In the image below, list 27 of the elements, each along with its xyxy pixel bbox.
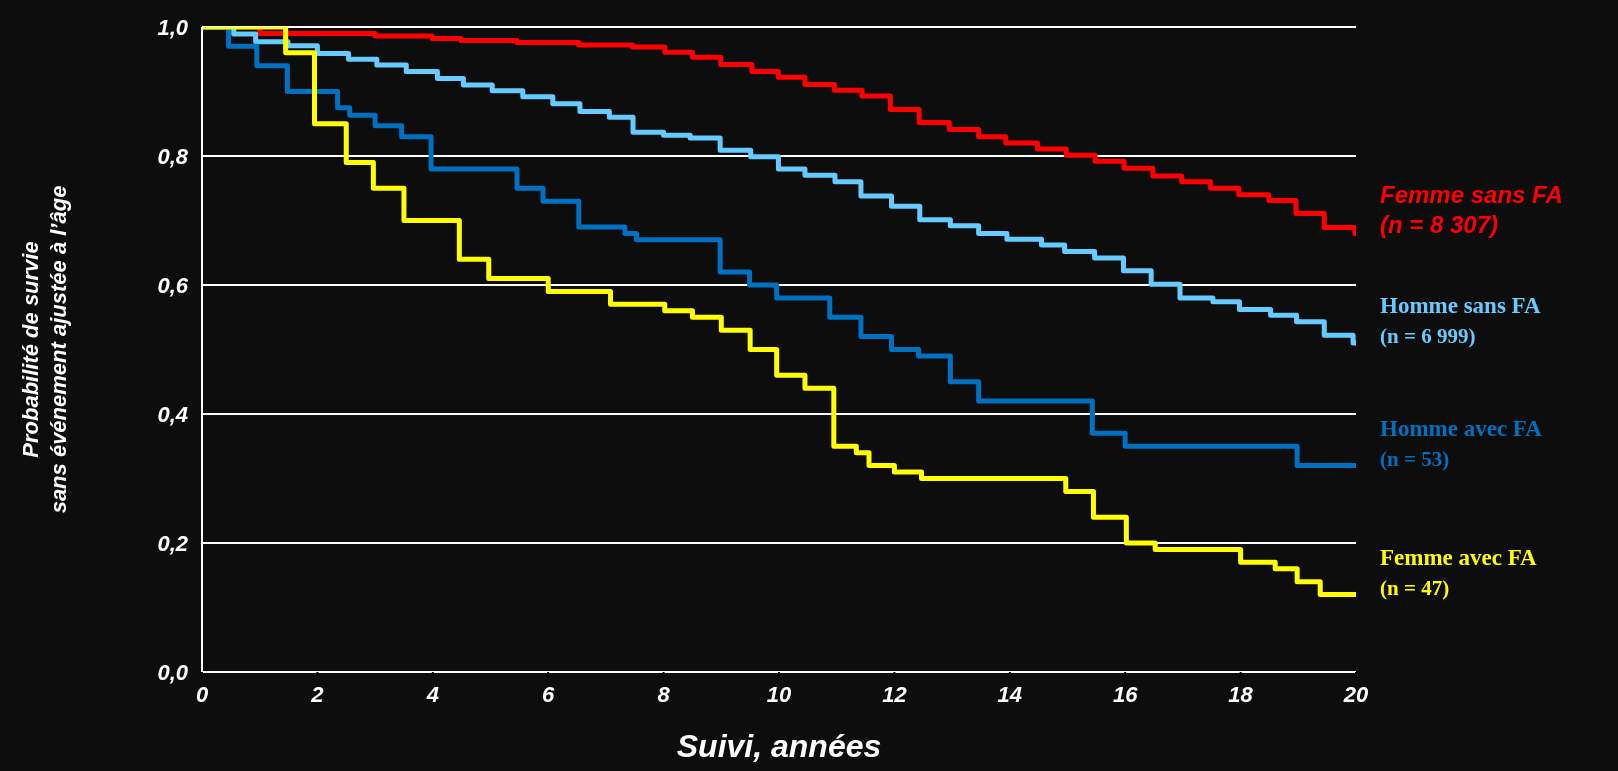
- text: (n = 6 999): [1380, 324, 1476, 349]
- series-label: Homme sans FA: [1380, 293, 1541, 319]
- text: (n = 47): [1380, 575, 1450, 600]
- series-label: Femme sans FA: [1380, 181, 1563, 209]
- y-tick-label: 0,2: [157, 530, 189, 556]
- x-tick-label: 16: [1112, 682, 1139, 707]
- series-label: Femme avec FA: [1380, 544, 1538, 570]
- x-tick-label: 14: [997, 682, 1023, 707]
- x-tick-label: 8: [657, 682, 671, 707]
- x-tick-label: 0: [195, 682, 209, 707]
- x-tick-label: 10: [766, 682, 792, 707]
- series-label: Homme avec FA: [1380, 415, 1543, 441]
- x-axis-title: Suivi, années: [676, 728, 882, 764]
- x-tick-label: 20: [1342, 682, 1369, 707]
- x-tick-label: 4: [425, 682, 439, 707]
- y-axis-title: Probabilité de survie sans événement ajustée à l’âge: [18, 185, 71, 514]
- x-tick-label: 2: [310, 682, 325, 707]
- text: (n = 53): [1380, 446, 1450, 471]
- y-tick-label: 0,8: [157, 143, 189, 169]
- text: (n = 8 307): [1380, 211, 1499, 239]
- y-tick-label: 0,6: [157, 272, 189, 298]
- x-tick-label: 18: [1228, 682, 1254, 707]
- y-tick-label: 0,4: [157, 401, 188, 427]
- x-tick-label: 12: [882, 682, 908, 707]
- y-tick-label: 0,0: [157, 659, 189, 685]
- x-tick-label: 6: [542, 682, 556, 707]
- y-tick-label: 1,0: [157, 14, 189, 40]
